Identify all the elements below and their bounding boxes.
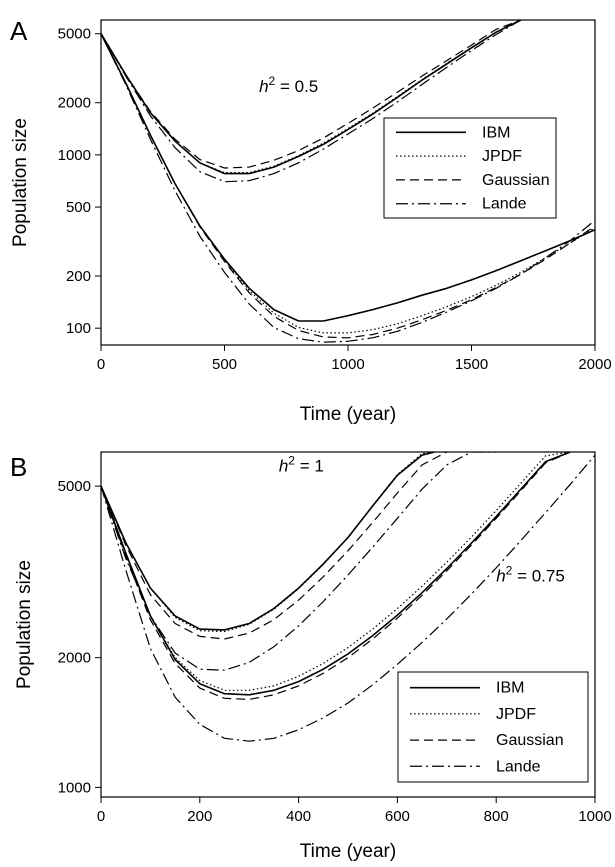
y-tick-label: 500: [66, 199, 91, 216]
panel-label: B: [10, 452, 27, 482]
y-tick-label: 2000: [58, 650, 91, 667]
series-ibm-line: [101, 452, 571, 696]
y-tick-label: 5000: [58, 26, 91, 43]
series-gaussian-line: [101, 452, 448, 640]
plot-frame: [100, 451, 596, 798]
series-jpdf-line: [101, 33, 595, 334]
y-axis-label: Population size: [10, 118, 31, 247]
panel-a: 0 500 1000 1500 2000 100 200 500 1000 2000 5000 Tim…: [10, 16, 612, 425]
legend: IBM JPDF Gaussian Lande: [383, 117, 557, 219]
legend: IBM JPDF Gaussian Lande: [397, 671, 589, 783]
x-tick-label: 2000: [578, 356, 611, 373]
legend-label-ibm: IBM: [496, 680, 524, 697]
y-tick-label: 2000: [58, 95, 91, 112]
series-gaussian-line: [101, 20, 522, 169]
legend-label-lande: Lande: [496, 758, 541, 775]
y-tick-label: 1000: [58, 779, 91, 796]
series-lande-line: [101, 33, 595, 343]
x-tick-label: 500: [212, 356, 237, 373]
x-tick-label: 600: [385, 808, 410, 825]
x-tick-label: 0: [97, 808, 105, 825]
x-tick-label: 0: [97, 356, 105, 373]
series-lande-line: [101, 452, 497, 671]
legend-label-jpdf: JPDF: [482, 148, 522, 165]
series-lande-line: [101, 20, 522, 183]
legend-label-gaussian: Gaussian: [496, 732, 564, 749]
series-ibm-line: [101, 452, 435, 631]
panel-label: A: [10, 16, 28, 46]
x-axis-label: Time (year): [300, 404, 396, 425]
heritability-annotation: h2 = 0.5: [259, 74, 318, 96]
x-tick-label: 200: [187, 808, 212, 825]
x-tick-label: 1000: [578, 808, 611, 825]
panel-b: 0 200 400 600 800 1000 1000 2000 5000 Time (year)…: [10, 451, 612, 862]
y-axis-label: Population size: [14, 560, 35, 689]
y-tick-label: 100: [66, 320, 91, 337]
series-jpdf-line: [101, 452, 571, 691]
y-tick-label: 1000: [58, 147, 91, 164]
legend-label-jpdf: JPDF: [496, 706, 536, 723]
legend-label-gaussian: Gaussian: [482, 172, 550, 189]
series-jpdf-line: [101, 452, 435, 633]
series-lande-line: [101, 454, 595, 742]
heritability-annotation: h2 = 1: [279, 454, 324, 476]
y-tick-label: 5000: [58, 478, 91, 495]
x-tick-label: 400: [286, 808, 311, 825]
legend-box: [383, 117, 557, 219]
x-tick-label: 800: [484, 808, 509, 825]
x-tick-label: 1000: [331, 356, 364, 373]
series-jpdf-line: [101, 20, 522, 174]
heritability-annotation: h2 = 0.75: [496, 564, 565, 586]
legend-label-ibm: IBM: [482, 124, 510, 141]
legend-label-lande: Lande: [482, 196, 527, 213]
x-tick-label: 1500: [455, 356, 488, 373]
x-axis-label: Time (year): [300, 841, 396, 862]
y-tick-label: 200: [66, 268, 91, 285]
legend-box: [397, 671, 589, 783]
series-gaussian-line: [101, 452, 571, 700]
